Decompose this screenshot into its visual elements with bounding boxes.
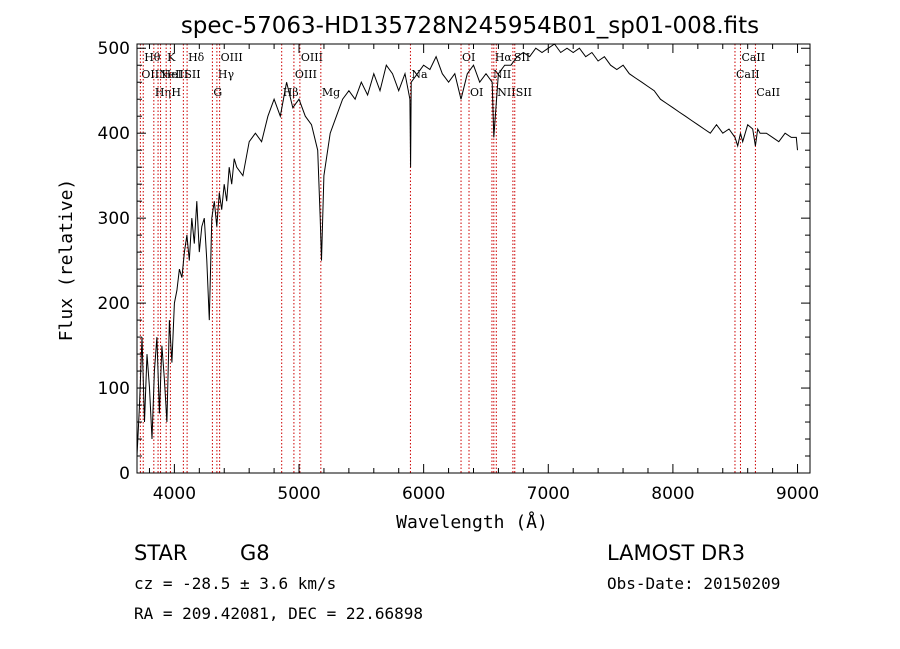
- line-marker-label: K: [167, 51, 176, 64]
- line-marker-label: Hδ: [188, 51, 205, 64]
- line-marker-label: OI: [462, 51, 475, 64]
- plot-frame: [136, 43, 811, 474]
- x-tick-label: 8000: [651, 484, 694, 504]
- object-class: STAR: [134, 541, 187, 565]
- line-marker-label: HeI: [162, 68, 182, 81]
- line-marker-label: Hη: [155, 86, 171, 99]
- y-tick-label: 500: [98, 39, 130, 59]
- ra-dec: RA = 209.42081, DEC = 22.66898: [134, 604, 423, 623]
- object-subclass: G8: [240, 541, 270, 565]
- line-marker-label: CaII: [741, 51, 765, 64]
- line-marker-label: Mg: [322, 86, 340, 99]
- line-marker-label: Hγ: [218, 68, 235, 81]
- y-tick-label: 100: [98, 379, 130, 399]
- line-marker-label: OIII: [295, 68, 317, 81]
- line-marker-label: OIII: [221, 51, 243, 64]
- x-tick-label: 7000: [527, 484, 570, 504]
- survey-name: LAMOST DR3: [607, 541, 745, 565]
- spectrum-series-line: [136, 43, 798, 457]
- y-axis-label: Flux (relative): [56, 179, 77, 342]
- y-tick-label: 200: [98, 294, 130, 314]
- line-marker-label: SII: [184, 68, 200, 81]
- y-tick-label: 300: [98, 209, 130, 229]
- x-axis: 4000 5000 6000 7000 8000 9000: [148, 44, 819, 504]
- obs-date: Obs-Date: 20150209: [607, 574, 780, 593]
- line-marker-label: Hα: [495, 51, 513, 64]
- redshift-cz: cz = -28.5 ± 3.6 km/s: [134, 574, 336, 593]
- line-marker-label: Hβ: [283, 86, 299, 99]
- line-marker-label: Na: [411, 68, 428, 81]
- line-marker-label: OII: [141, 68, 159, 81]
- line-marker-label: OIII: [301, 51, 323, 64]
- x-tick-label: 4000: [153, 484, 196, 504]
- y-tick-label: 0: [119, 464, 130, 484]
- y-axis: 0 100 200 300 400 500: [98, 39, 810, 484]
- x-tick-label: 5000: [277, 484, 320, 504]
- x-axis-label: Wavelength (Å): [396, 511, 548, 533]
- x-tick-label: 9000: [776, 484, 819, 504]
- line-marker-label: Hθ: [144, 51, 161, 64]
- line-marker-label: NII: [493, 68, 511, 81]
- line-marker-label: CaII: [756, 86, 780, 99]
- line-marker-label: NeIII: [159, 68, 188, 81]
- line-marker-label: NII: [497, 86, 515, 99]
- line-marker-label: H: [171, 86, 181, 99]
- line-marker-label: SII: [516, 86, 532, 99]
- line-marker-label: OI: [470, 86, 483, 99]
- y-tick-label: 400: [98, 124, 130, 144]
- x-tick-label: 6000: [402, 484, 445, 504]
- line-markers: OIIHθHηNeIIIHeIKHSIIHδGHγOIIIHβOIIIOIIIM…: [139, 44, 780, 473]
- line-marker-label: CaII: [736, 68, 760, 81]
- line-marker-label: G: [213, 86, 222, 99]
- chart-title: spec-57063-HD135728N245954B01_sp01-008.f…: [181, 13, 759, 39]
